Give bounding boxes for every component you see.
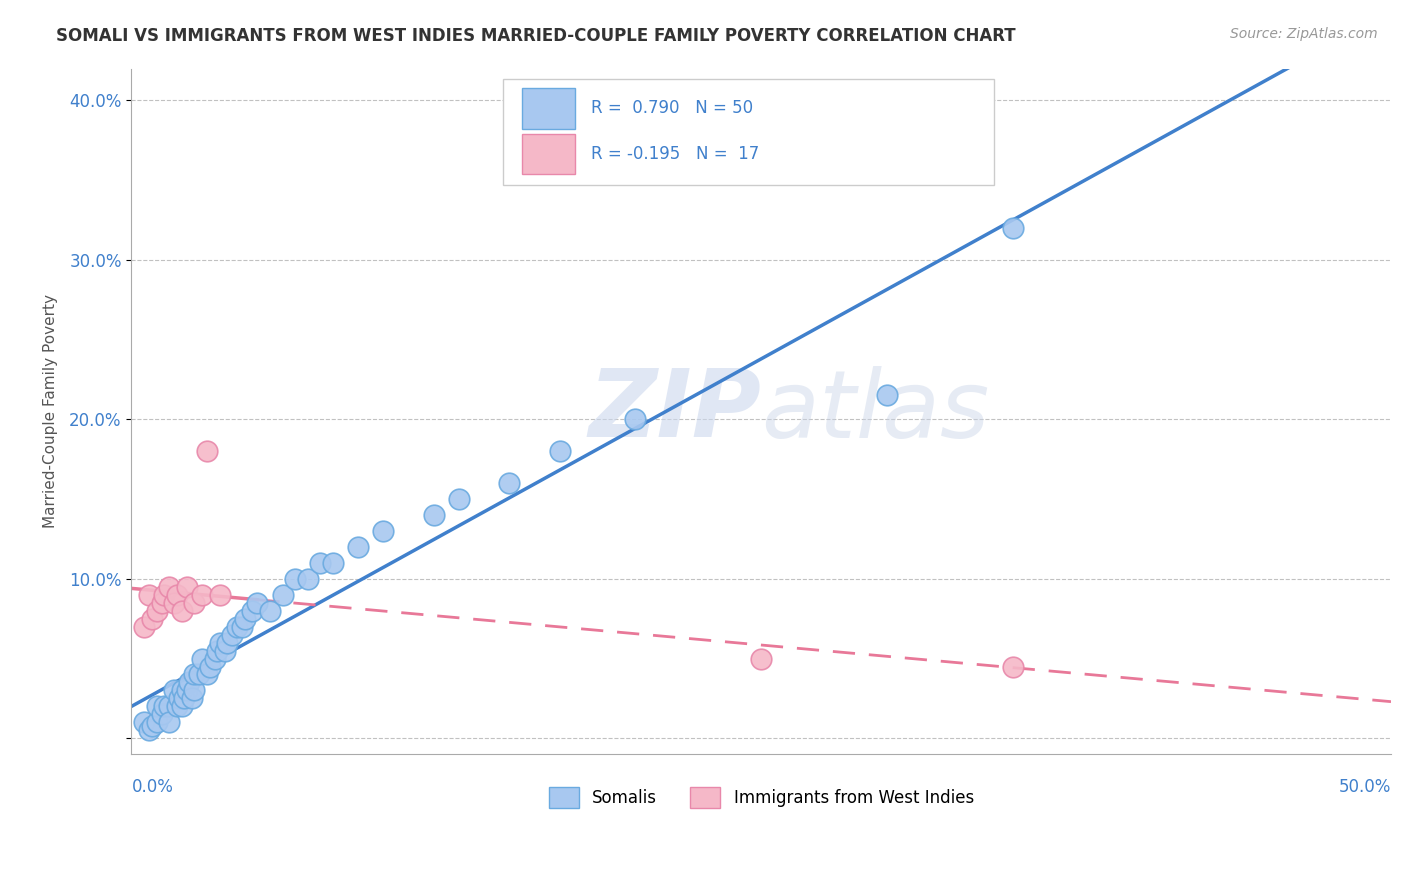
Point [157, 715, 180, 730]
Point [183, 683, 205, 698]
Point [214, 643, 236, 657]
Point [1002, 221, 1025, 235]
Point [226, 620, 249, 634]
Point [170, 683, 193, 698]
Point [217, 635, 239, 649]
Point [157, 580, 180, 594]
Text: R = -0.195   N =  17: R = -0.195 N = 17 [591, 145, 759, 163]
Legend: Somalis, Immigrants from West Indies: Somalis, Immigrants from West Indies [541, 780, 980, 814]
Point [191, 588, 214, 602]
Point [150, 596, 173, 610]
Point [231, 620, 253, 634]
Text: 50.0%: 50.0% [1339, 778, 1391, 796]
Point [221, 627, 243, 641]
Point [195, 444, 218, 458]
Point [297, 572, 319, 586]
Point [422, 508, 444, 522]
FancyBboxPatch shape [503, 78, 994, 185]
FancyBboxPatch shape [522, 134, 575, 175]
Point [447, 491, 470, 506]
Point [749, 651, 772, 665]
Point [138, 588, 160, 602]
Point [198, 659, 221, 673]
Point [240, 604, 263, 618]
Point [208, 588, 231, 602]
Point [205, 643, 228, 657]
Text: Source: ZipAtlas.com: Source: ZipAtlas.com [1230, 27, 1378, 41]
Text: R =  0.790   N = 50: R = 0.790 N = 50 [591, 99, 754, 117]
Point [132, 715, 155, 730]
Point [145, 715, 167, 730]
Point [179, 675, 201, 690]
Point [153, 699, 176, 714]
Point [169, 691, 191, 706]
Point [132, 620, 155, 634]
Point [1002, 659, 1025, 673]
Point [322, 556, 344, 570]
Point [170, 699, 193, 714]
Point [548, 444, 571, 458]
Point [170, 604, 193, 618]
Point [180, 691, 202, 706]
Point [166, 699, 188, 714]
Y-axis label: Married-Couple Family Poverty: Married-Couple Family Poverty [44, 294, 58, 528]
Text: SOMALI VS IMMIGRANTS FROM WEST INDIES MARRIED-COUPLE FAMILY POVERTY CORRELATION : SOMALI VS IMMIGRANTS FROM WEST INDIES MA… [56, 27, 1017, 45]
Point [498, 476, 520, 491]
Point [163, 596, 186, 610]
Point [183, 596, 205, 610]
Point [150, 707, 173, 722]
Text: 0.0%: 0.0% [131, 778, 173, 796]
Point [176, 580, 198, 594]
Point [233, 612, 256, 626]
Point [271, 588, 294, 602]
Text: atlas: atlas [761, 366, 990, 457]
Point [176, 683, 198, 698]
Point [173, 691, 195, 706]
Point [259, 604, 281, 618]
Point [284, 572, 307, 586]
Point [145, 604, 167, 618]
Point [141, 718, 163, 732]
Point [166, 588, 188, 602]
Point [183, 667, 205, 681]
FancyBboxPatch shape [522, 88, 575, 128]
Point [153, 588, 176, 602]
Point [208, 635, 231, 649]
Point [204, 651, 226, 665]
Point [624, 412, 647, 426]
Point [191, 651, 214, 665]
Point [157, 699, 180, 714]
Point [141, 612, 163, 626]
Point [347, 540, 370, 554]
Point [195, 667, 218, 681]
Text: ZIP: ZIP [588, 366, 761, 458]
Point [876, 388, 898, 402]
Point [188, 667, 211, 681]
Point [163, 683, 186, 698]
Point [373, 524, 395, 538]
Point [246, 596, 269, 610]
Point [145, 699, 167, 714]
Point [138, 723, 160, 738]
Point [309, 556, 332, 570]
